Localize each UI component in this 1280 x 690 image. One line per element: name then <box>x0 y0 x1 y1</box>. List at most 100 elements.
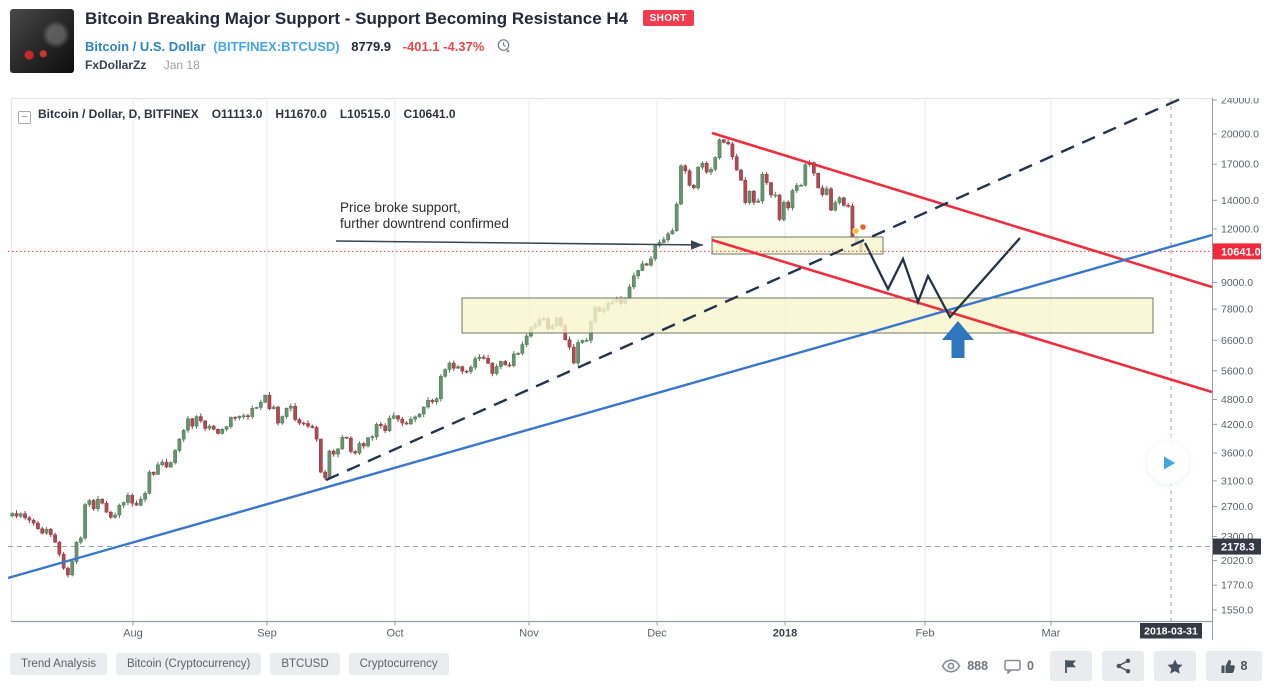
candle-up <box>494 366 499 374</box>
legend-open: O11113.0 <box>211 107 263 121</box>
candle-down <box>481 356 486 359</box>
candle-down <box>777 194 782 220</box>
candle-up <box>340 436 345 450</box>
price-tick-label: 1770.0 <box>1221 580 1253 592</box>
candle-down <box>846 205 851 207</box>
author-avatar[interactable] <box>10 9 74 73</box>
grid-lines <box>11 98 1212 621</box>
candle-down <box>36 522 40 529</box>
event-marker-dot <box>859 223 867 231</box>
candle-up <box>520 344 525 354</box>
time-axis[interactable]: Aug Sep Oct Nov Dec 2018 Feb Mar 2018-03-31 <box>8 620 1212 640</box>
candle-up <box>756 200 760 203</box>
time-tick-label: Feb <box>916 628 935 640</box>
tag-btcusd[interactable]: BTCUSD <box>270 653 340 675</box>
candle-up <box>374 424 379 437</box>
candle-up <box>773 194 778 197</box>
candle-down <box>571 346 576 364</box>
price-chart[interactable]: 24000.0 20000.0 17000.0 14000.0 12000.0 9000.… <box>7 94 1262 640</box>
candle-down <box>379 424 383 426</box>
candle-up <box>366 437 370 447</box>
play-replay-button[interactable] <box>1147 442 1189 484</box>
candle-down <box>486 358 490 364</box>
candle-up <box>679 165 683 205</box>
candle-up <box>434 398 439 403</box>
symbol-ticker-link[interactable]: (BITFINEX:BTCUSD) <box>213 39 340 54</box>
candle-up <box>421 406 426 415</box>
short-direction-badge: SHORT <box>642 10 694 26</box>
candle-up <box>186 418 190 431</box>
symbol-name-link[interactable]: Bitcoin / U.S. Dollar <box>85 39 206 54</box>
like-button[interactable]: 8 <box>1206 651 1262 681</box>
candle-down <box>730 143 735 157</box>
candle-down <box>683 165 688 172</box>
candle-down <box>319 438 323 473</box>
comments-counter: 0 <box>1004 659 1034 674</box>
candle-down <box>812 162 816 174</box>
candle-up <box>837 197 842 203</box>
legend-collapse-icon[interactable]: − <box>18 111 31 124</box>
price-axis[interactable]: 24000.0 20000.0 17000.0 14000.0 12000.0 9000.… <box>1212 95 1262 640</box>
time-tick-label: Sep <box>257 628 277 640</box>
candle-down <box>246 415 250 417</box>
candle-up <box>138 498 143 506</box>
date-marker-badge <box>1140 623 1202 639</box>
candle-down <box>396 415 400 420</box>
time-tick-label: Mar <box>1042 628 1061 640</box>
candle-down <box>816 173 821 189</box>
candle-down <box>293 405 297 420</box>
candle-down <box>314 427 319 440</box>
current-price-badge-label: 10641.0 <box>1221 246 1261 258</box>
candle-down <box>460 366 465 372</box>
candle-down <box>31 519 36 524</box>
author-name-link[interactable]: FxDollarZz <box>85 58 147 72</box>
candle-up <box>413 416 418 420</box>
candle-down <box>27 517 32 521</box>
price-tick-label: 9000.0 <box>1221 277 1253 289</box>
candle-down <box>726 142 730 145</box>
price-tick-label: 6600.0 <box>1221 335 1253 347</box>
candle-down <box>769 182 773 196</box>
tag-cryptocurrency[interactable]: Cryptocurrency <box>348 653 449 675</box>
candle-up <box>241 415 246 417</box>
candle-up <box>584 340 589 342</box>
candle-down <box>743 179 748 203</box>
candle-up <box>181 429 186 440</box>
candle-up <box>96 498 100 509</box>
report-flag-button[interactable] <box>1050 651 1092 681</box>
candle-down <box>48 528 53 536</box>
candle-up <box>631 275 636 288</box>
candle-down <box>23 513 27 518</box>
favorite-star-button[interactable] <box>1154 651 1196 681</box>
candle-down <box>134 502 139 506</box>
candle-up <box>117 504 122 516</box>
candle-up <box>228 417 233 427</box>
chart-container: − Bitcoin / Dollar, D, BITFINEX O11113.0 H1… <box>7 94 1262 640</box>
candle-down <box>490 363 495 374</box>
drawing-overlays <box>7 94 1213 580</box>
share-button[interactable] <box>1102 651 1144 681</box>
event-marker-dot <box>852 227 860 235</box>
candle-down <box>108 511 113 518</box>
candle-up <box>717 139 722 158</box>
candle-down <box>164 461 169 468</box>
candle-up <box>447 362 452 370</box>
candle-up <box>443 369 448 377</box>
target-demand-zone <box>461 297 1154 334</box>
candle-up <box>143 493 147 500</box>
candle-down <box>507 364 512 367</box>
candle-up <box>661 239 666 243</box>
candle-down <box>842 197 846 206</box>
candle-up <box>289 405 293 409</box>
candle-up <box>666 233 670 240</box>
symbol-change: -401.1 -4.37% <box>402 39 485 54</box>
candle-down <box>233 417 237 419</box>
candle-up <box>833 202 838 211</box>
tag-bitcoin[interactable]: Bitcoin (Cryptocurrency) <box>116 653 262 675</box>
symbol-last-price: 8779.9 <box>351 39 392 54</box>
support-trendline <box>7 233 1213 580</box>
candle-down <box>306 423 310 427</box>
alert-clock-icon[interactable] <box>496 38 512 54</box>
tag-trend-analysis[interactable]: Trend Analysis <box>10 653 107 675</box>
time-tick-label: Aug <box>123 628 143 640</box>
